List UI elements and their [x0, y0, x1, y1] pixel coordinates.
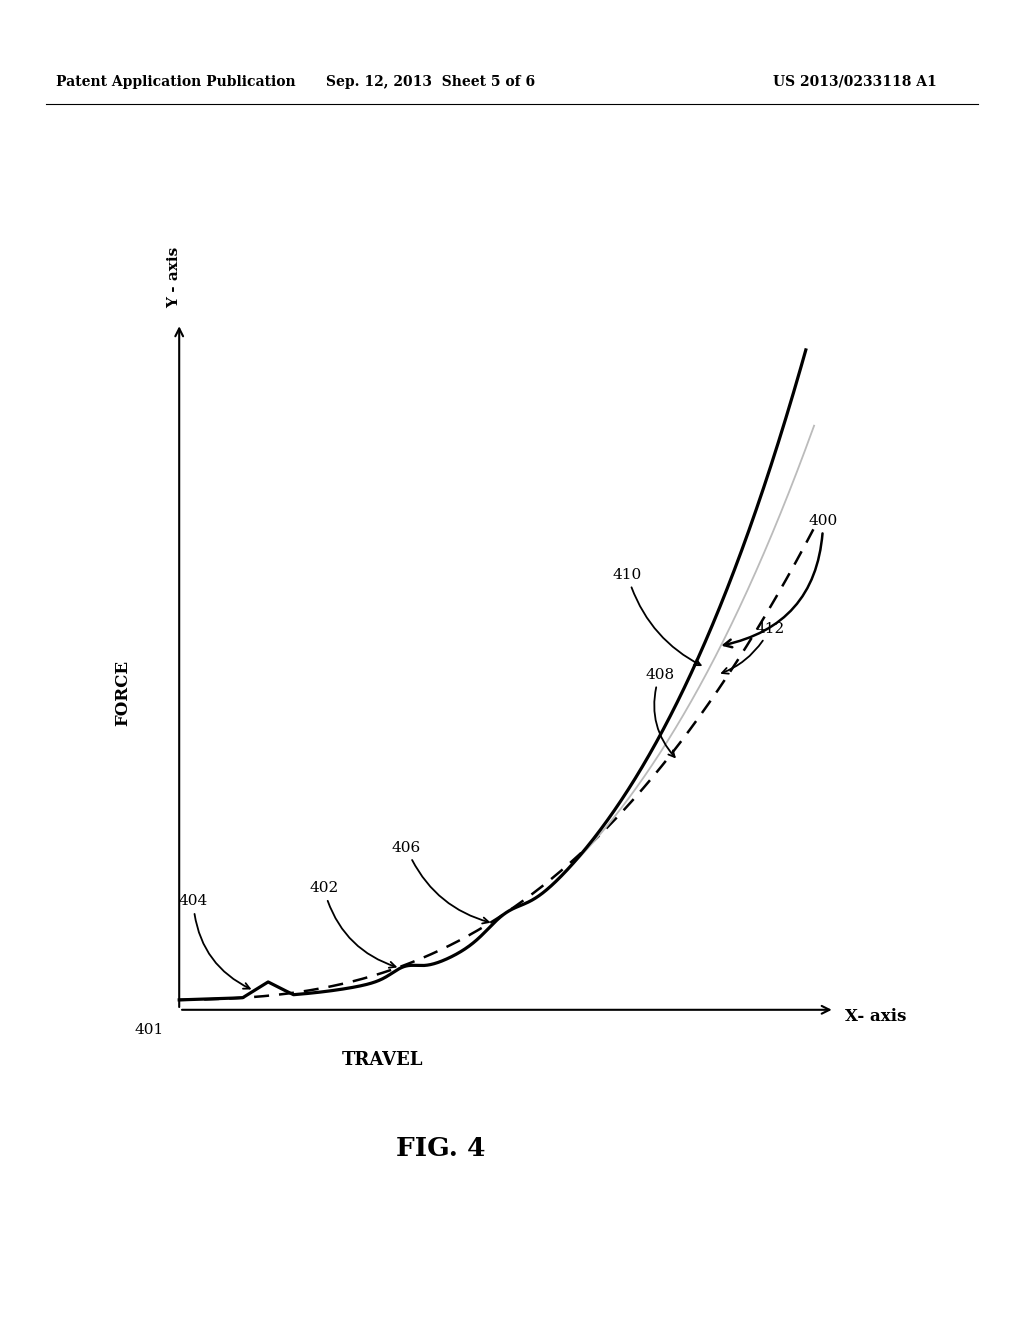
Text: Sep. 12, 2013  Sheet 5 of 6: Sep. 12, 2013 Sheet 5 of 6 [326, 75, 535, 88]
Text: Y - axis: Y - axis [167, 247, 181, 308]
Text: 402: 402 [309, 882, 395, 968]
Text: FIG. 4: FIG. 4 [395, 1137, 485, 1160]
Text: US 2013/0233118 A1: US 2013/0233118 A1 [773, 75, 937, 88]
Text: X- axis: X- axis [845, 1008, 906, 1024]
Text: 401: 401 [134, 1023, 164, 1036]
Text: FORCE: FORCE [115, 660, 131, 726]
Text: 410: 410 [612, 568, 700, 665]
Text: 400: 400 [724, 513, 838, 647]
Text: 406: 406 [392, 841, 488, 924]
Text: 408: 408 [645, 668, 675, 758]
Text: Patent Application Publication: Patent Application Publication [56, 75, 296, 88]
Text: 404: 404 [178, 895, 250, 989]
Text: TRAVEL: TRAVEL [342, 1051, 423, 1069]
Text: 412: 412 [722, 622, 784, 673]
